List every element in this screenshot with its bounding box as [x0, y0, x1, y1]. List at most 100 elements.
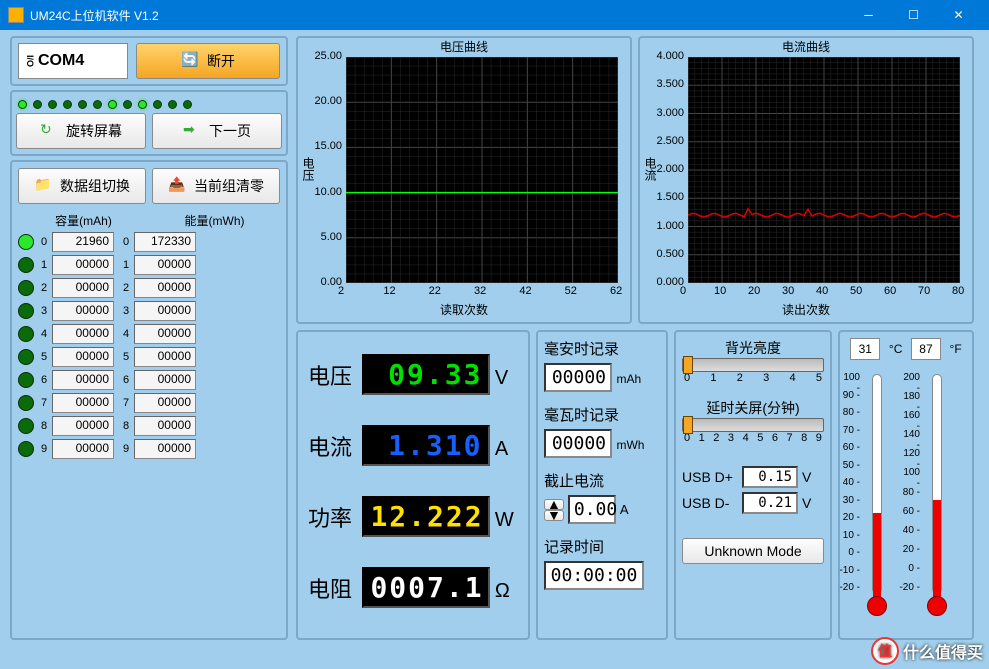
mode-button[interactable]: Unknown Mode: [682, 538, 824, 564]
group-led[interactable]: [18, 349, 34, 365]
res-value: 0007.1: [362, 567, 490, 608]
folder-icon: 📁: [34, 176, 54, 196]
cap-header: 容量(mAh): [18, 212, 149, 229]
group-led[interactable]: [18, 234, 34, 250]
chart2-title: 电流曲线: [640, 38, 972, 55]
next-button[interactable]: ➡ 下一页: [152, 113, 282, 149]
mah-unit: mAh: [616, 372, 641, 386]
voltage-chart-panel: 电压曲线 电压 0.005.0010.0015.0020.0025.00 212…: [296, 36, 632, 324]
cap-value: 00000: [52, 301, 114, 321]
cap-value: 00000: [52, 278, 114, 298]
data-row: 4 00000 4 00000: [18, 324, 280, 344]
backlight-scale: 012345: [682, 372, 824, 384]
group-led[interactable]: [18, 395, 34, 411]
chart2-xlabel: 读出次数: [640, 301, 972, 318]
data-row: 7 00000 7 00000: [18, 393, 280, 413]
mwh-value: 00000: [544, 429, 612, 458]
rotate-button[interactable]: ↻ 旋转屏幕: [16, 113, 146, 149]
current-row: 电流 1.310 A: [302, 425, 524, 466]
usbdp-label: USB D+: [682, 469, 738, 485]
voltage-label: 电压: [302, 359, 358, 391]
maximize-button[interactable]: ☐: [891, 0, 936, 30]
current-value: 1.310: [362, 425, 490, 466]
group-led[interactable]: [18, 303, 34, 319]
cutoff-unit: A: [620, 502, 629, 517]
next-label: 下一页: [209, 121, 251, 141]
voltage-row: 电压 09.33 V: [302, 354, 524, 395]
watermark-icon: 值: [871, 637, 899, 665]
temp-f-value: 87: [911, 338, 941, 360]
energy-value: 00000: [134, 278, 196, 298]
timeout-slider[interactable]: [682, 418, 824, 432]
usbdm-row: USB D- 0.21 V: [682, 492, 824, 514]
usbdm-value: 0.21: [742, 492, 798, 514]
group-led[interactable]: [18, 418, 34, 434]
timeout-scale: 0123456789: [682, 432, 824, 444]
cap-value: 00000: [52, 347, 114, 367]
usbdm-label: USB D-: [682, 495, 738, 511]
temp-c-unit: °C: [889, 342, 902, 356]
cap-value: 00000: [52, 439, 114, 459]
switch-button[interactable]: 📁 数据组切换: [18, 168, 146, 204]
data-row: 1 00000 1 00000: [18, 255, 280, 275]
backlight-label: 背光亮度: [682, 338, 824, 358]
cap-value: 00000: [52, 324, 114, 344]
app-body: I/OCOM4 🔄 断开 ↻ 旋转屏幕 ➡ 下一页 📁 数据组切换 📤: [0, 30, 989, 669]
chart1-title: 电压曲线: [298, 38, 630, 55]
energy-value: 00000: [134, 301, 196, 321]
window-title: UM24C上位机软件 V1.2: [30, 7, 159, 24]
group-led[interactable]: [18, 372, 34, 388]
data-groups: 0 21960 0 172330 1 00000 1 00000 2 00000…: [18, 232, 280, 459]
energy-value: 00000: [134, 370, 196, 390]
cap-value: 00000: [52, 393, 114, 413]
res-label: 电阻: [302, 572, 358, 604]
mah-label: 毫安时记录: [544, 338, 660, 359]
data-panel: 📁 数据组切换 📤 当前组清零 容量(mAh) 能量(mWh) 0 21960 …: [10, 160, 288, 640]
group-led[interactable]: [18, 280, 34, 296]
energy-value: 00000: [134, 255, 196, 275]
res-row: 电阻 0007.1 Ω: [302, 567, 524, 608]
usbdp-unit: V: [802, 469, 811, 485]
record-panel: 毫安时记录 00000 mAh 毫瓦时记录 00000 mWh 截止电流 ▲▼ …: [536, 330, 668, 640]
titlebar: UM24C上位机软件 V1.2 ─ ☐ ✕: [0, 0, 989, 30]
rotate-icon: ↻: [40, 121, 60, 141]
temp-panel: 31 °C 87 °F 100 -90 -80 -70 -60 -50 -40 …: [838, 330, 974, 640]
cutoff-down[interactable]: ▼: [544, 510, 564, 521]
timeout-label: 延时关屏(分钟): [682, 398, 824, 418]
switch-label: 数据组切换: [60, 176, 130, 196]
rotate-label: 旋转屏幕: [66, 121, 122, 141]
data-row: 9 00000 9 00000: [18, 439, 280, 459]
mode-label: Unknown Mode: [704, 543, 801, 559]
energy-value: 172330: [134, 232, 196, 252]
backlight-slider[interactable]: [682, 358, 824, 372]
thermo-c: 100 -90 -80 -70 -60 -50 -40 -30 -20 -10 …: [862, 366, 890, 616]
mwh-unit: mWh: [616, 438, 644, 452]
group-led[interactable]: [18, 326, 34, 342]
arrow-right-icon: ➡: [183, 121, 203, 141]
minimize-button[interactable]: ─: [846, 0, 891, 30]
clear-label: 当前组清零: [194, 176, 264, 196]
power-value: 12.222: [362, 496, 490, 537]
group-led[interactable]: [18, 257, 34, 273]
chart1-ylabel: 电压: [300, 157, 317, 181]
cutoff-label: 截止电流: [544, 470, 660, 491]
port-select[interactable]: I/OCOM4: [18, 43, 128, 79]
cap-value: 00000: [52, 416, 114, 436]
disconnect-button[interactable]: 🔄 断开: [136, 43, 280, 79]
data-row: 5 00000 5 00000: [18, 347, 280, 367]
temp-c-value: 31: [850, 338, 880, 360]
usbdp-row: USB D+ 0.15 V: [682, 466, 824, 488]
clear-button[interactable]: 📤 当前组清零: [152, 168, 280, 204]
energy-value: 00000: [134, 416, 196, 436]
cutoff-value[interactable]: 0.00: [568, 495, 616, 524]
current-chart-panel: 电流曲线 电流 0.0000.5001.0001.5002.0002.5003.…: [638, 36, 974, 324]
time-label: 记录时间: [544, 536, 660, 557]
cap-value: 00000: [52, 370, 114, 390]
energy-value: 00000: [134, 324, 196, 344]
watermark-text: 什么值得买: [903, 639, 983, 663]
current-unit: A: [495, 438, 519, 461]
usbdm-unit: V: [802, 495, 811, 511]
status-leds: [16, 96, 282, 113]
close-button[interactable]: ✕: [936, 0, 981, 30]
group-led[interactable]: [18, 441, 34, 457]
